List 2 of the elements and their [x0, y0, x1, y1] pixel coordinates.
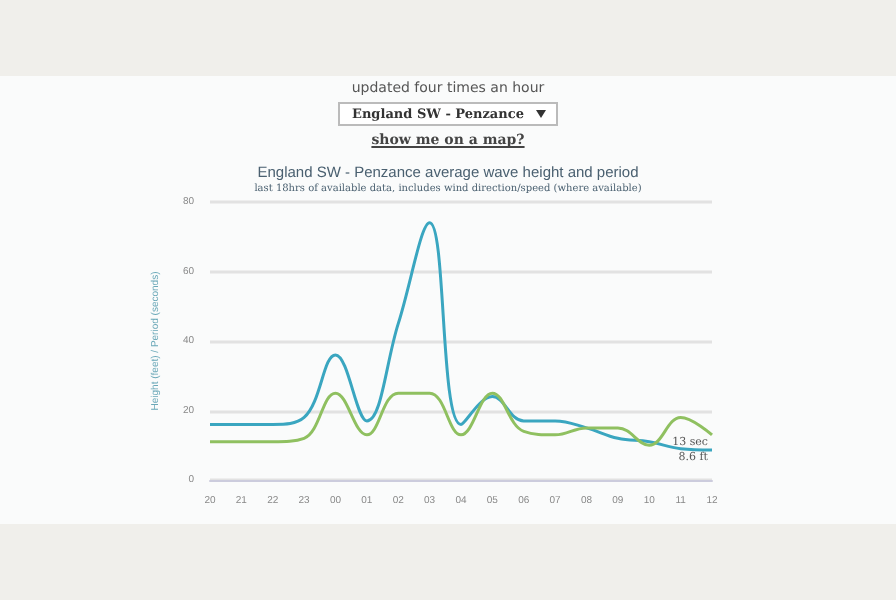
line-series: [208, 391, 714, 447]
line-series: [208, 221, 714, 452]
